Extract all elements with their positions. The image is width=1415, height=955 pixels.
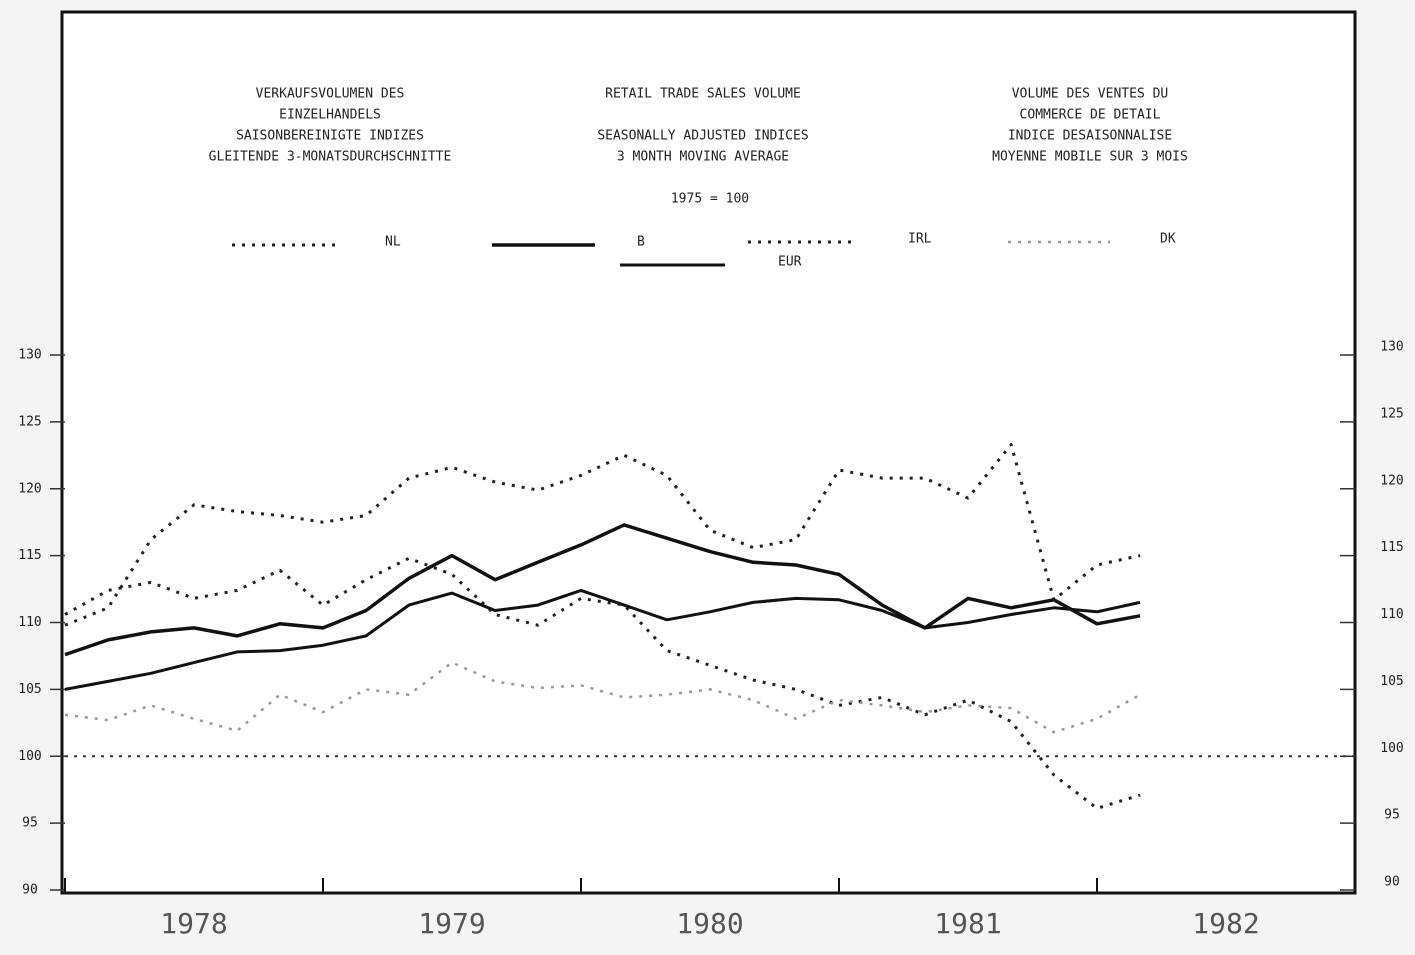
legend-label: DK	[1160, 232, 1176, 247]
y-tick-label-right: 90	[1384, 875, 1400, 890]
series-line	[64, 588, 1141, 691]
y-tick-label: 95	[22, 816, 38, 831]
y-tick-label: 120	[18, 481, 41, 496]
x-tick-label: 1979	[418, 907, 485, 940]
y-tick-label-right: 115	[1380, 540, 1403, 555]
y-tick-label: 110	[18, 615, 41, 630]
legend-label: B	[637, 235, 645, 250]
y-tick-label: 105	[18, 682, 41, 697]
title-line: 3 MONTH MOVING AVERAGE	[617, 150, 789, 165]
title-line: SAISONBEREINIGTE INDIZES	[236, 129, 424, 144]
title-line: MOYENNE MOBILE SUR 3 MOIS	[992, 150, 1188, 165]
y-tick-label-right: 125	[1380, 406, 1403, 421]
y-tick-label-right: 100	[1380, 741, 1403, 756]
title-line: GLEITENDE 3-MONATSDURCHSCHNITTE	[209, 150, 452, 165]
series-line	[64, 523, 1141, 657]
title-line: RETAIL TRADE SALES VOLUME	[605, 87, 801, 102]
legend-label: NL	[385, 235, 401, 250]
frame	[60, 10, 1357, 895]
legend-label: IRL	[908, 232, 932, 247]
base-note: 1975 = 100	[671, 192, 749, 207]
title-line: VOLUME DES VENTES DU	[1012, 87, 1169, 102]
x-tick-label: 1978	[160, 907, 227, 940]
title-line: EINZELHANDELS	[279, 108, 381, 123]
y-tick-label-right: 105	[1380, 674, 1403, 689]
y-tick-label: 90	[22, 883, 38, 898]
y-tick-label-right: 130	[1380, 340, 1403, 355]
y-tick-label: 125	[18, 414, 41, 429]
x-tick-label: 1982	[1192, 907, 1259, 940]
series-line	[64, 556, 1141, 810]
x-tick-label: 1981	[934, 907, 1001, 940]
y-tick-label-right: 95	[1384, 808, 1400, 823]
y-tick-label-right: 110	[1380, 607, 1403, 622]
y-tick-label-right: 120	[1380, 473, 1403, 488]
x-tick-label: 1980	[676, 907, 743, 940]
title-line: SEASONALLY ADJUSTED INDICES	[597, 129, 808, 144]
series-line	[64, 661, 1141, 734]
title-line: INDICE DESAISONNALISE	[1008, 129, 1172, 144]
title-line: COMMERCE DE DETAIL	[1020, 108, 1161, 123]
title-line: VERKAUFSVOLUMEN DES	[256, 87, 405, 102]
legend-label: EUR	[778, 255, 802, 270]
y-tick-label: 130	[18, 348, 41, 363]
y-tick-label: 100	[18, 749, 41, 764]
y-tick-label: 115	[18, 548, 41, 563]
